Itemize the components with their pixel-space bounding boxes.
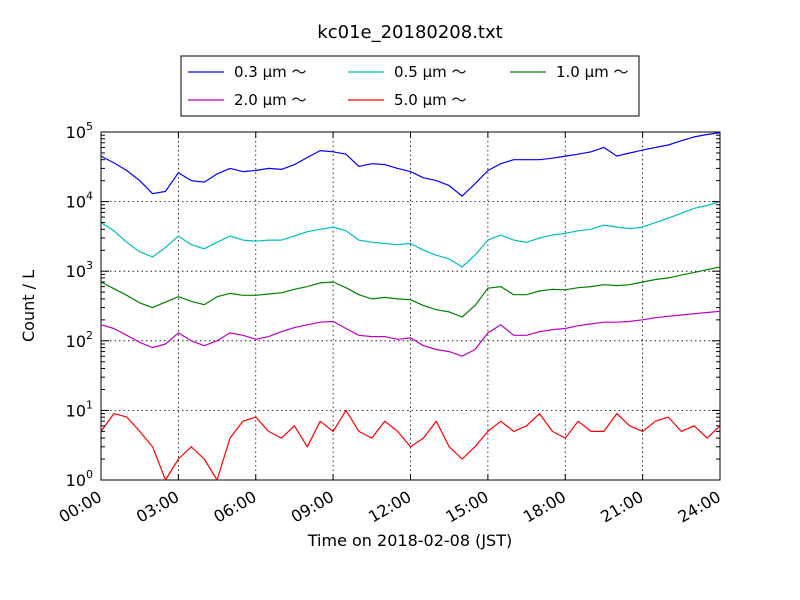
series-line-2 <box>100 266 721 318</box>
plot-area <box>100 131 721 481</box>
x-axis-label: Time on 2018-02-08 (JST) <box>307 531 512 550</box>
y-tick-label: 105 <box>66 120 93 142</box>
legend-label: 1.0 μm ～ <box>556 63 629 81</box>
series-line-4 <box>100 409 721 481</box>
series-line-3 <box>100 310 721 357</box>
y-axis-label: Count / L <box>19 270 38 342</box>
legend-box <box>180 55 640 117</box>
y-tick-label: 102 <box>66 329 93 351</box>
legend: 0.3 μm ～ 0.5 μm ～ 1.0 μm ～ 2.0 μm ～ 5.0 μm ～ <box>180 55 640 117</box>
y-tick-label: 103 <box>66 259 93 281</box>
legend-label: 2.0 μm ～ <box>234 91 307 109</box>
series-line-1 <box>100 201 721 268</box>
legend-label: 5.0 μm ～ <box>394 91 467 109</box>
series-lines <box>100 132 721 481</box>
y-tick-label: 100 <box>66 468 93 490</box>
y-tick-labels: 100 101 102 103 104 105 <box>66 120 93 490</box>
legend-label: 0.3 μm ～ <box>234 63 307 81</box>
ticks <box>100 131 721 481</box>
series-line-0 <box>100 132 721 197</box>
y-tick-label: 104 <box>66 190 93 212</box>
legend-label: 0.5 μm ～ <box>394 63 467 81</box>
chart-title: kc01e_20180208.txt <box>317 22 502 43</box>
y-tick-label: 101 <box>66 398 93 420</box>
